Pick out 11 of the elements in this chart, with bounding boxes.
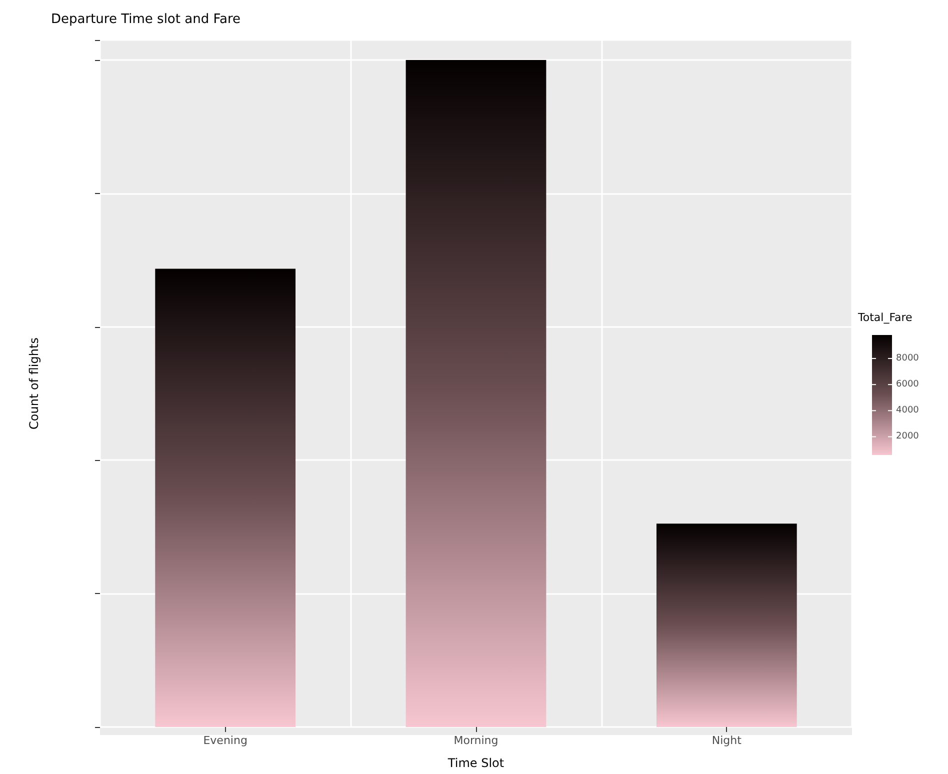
y-axis-title: Count of flights xyxy=(27,338,41,430)
color-bar-title: Total_Fare xyxy=(857,311,913,324)
color-bar-label: 8000 xyxy=(896,353,920,364)
x-tick-label: Night xyxy=(712,734,742,747)
color-bar-label: 6000 xyxy=(896,380,920,390)
chart-title: Departure Time slot and Fare xyxy=(51,12,241,27)
color-bar-label: 4000 xyxy=(896,406,920,416)
x-tick-label: Evening xyxy=(203,734,248,747)
x-axis-title: Time Slot xyxy=(446,756,504,770)
color-bar-label: 2000 xyxy=(896,432,920,442)
x-tick-label: Morning xyxy=(454,734,498,747)
